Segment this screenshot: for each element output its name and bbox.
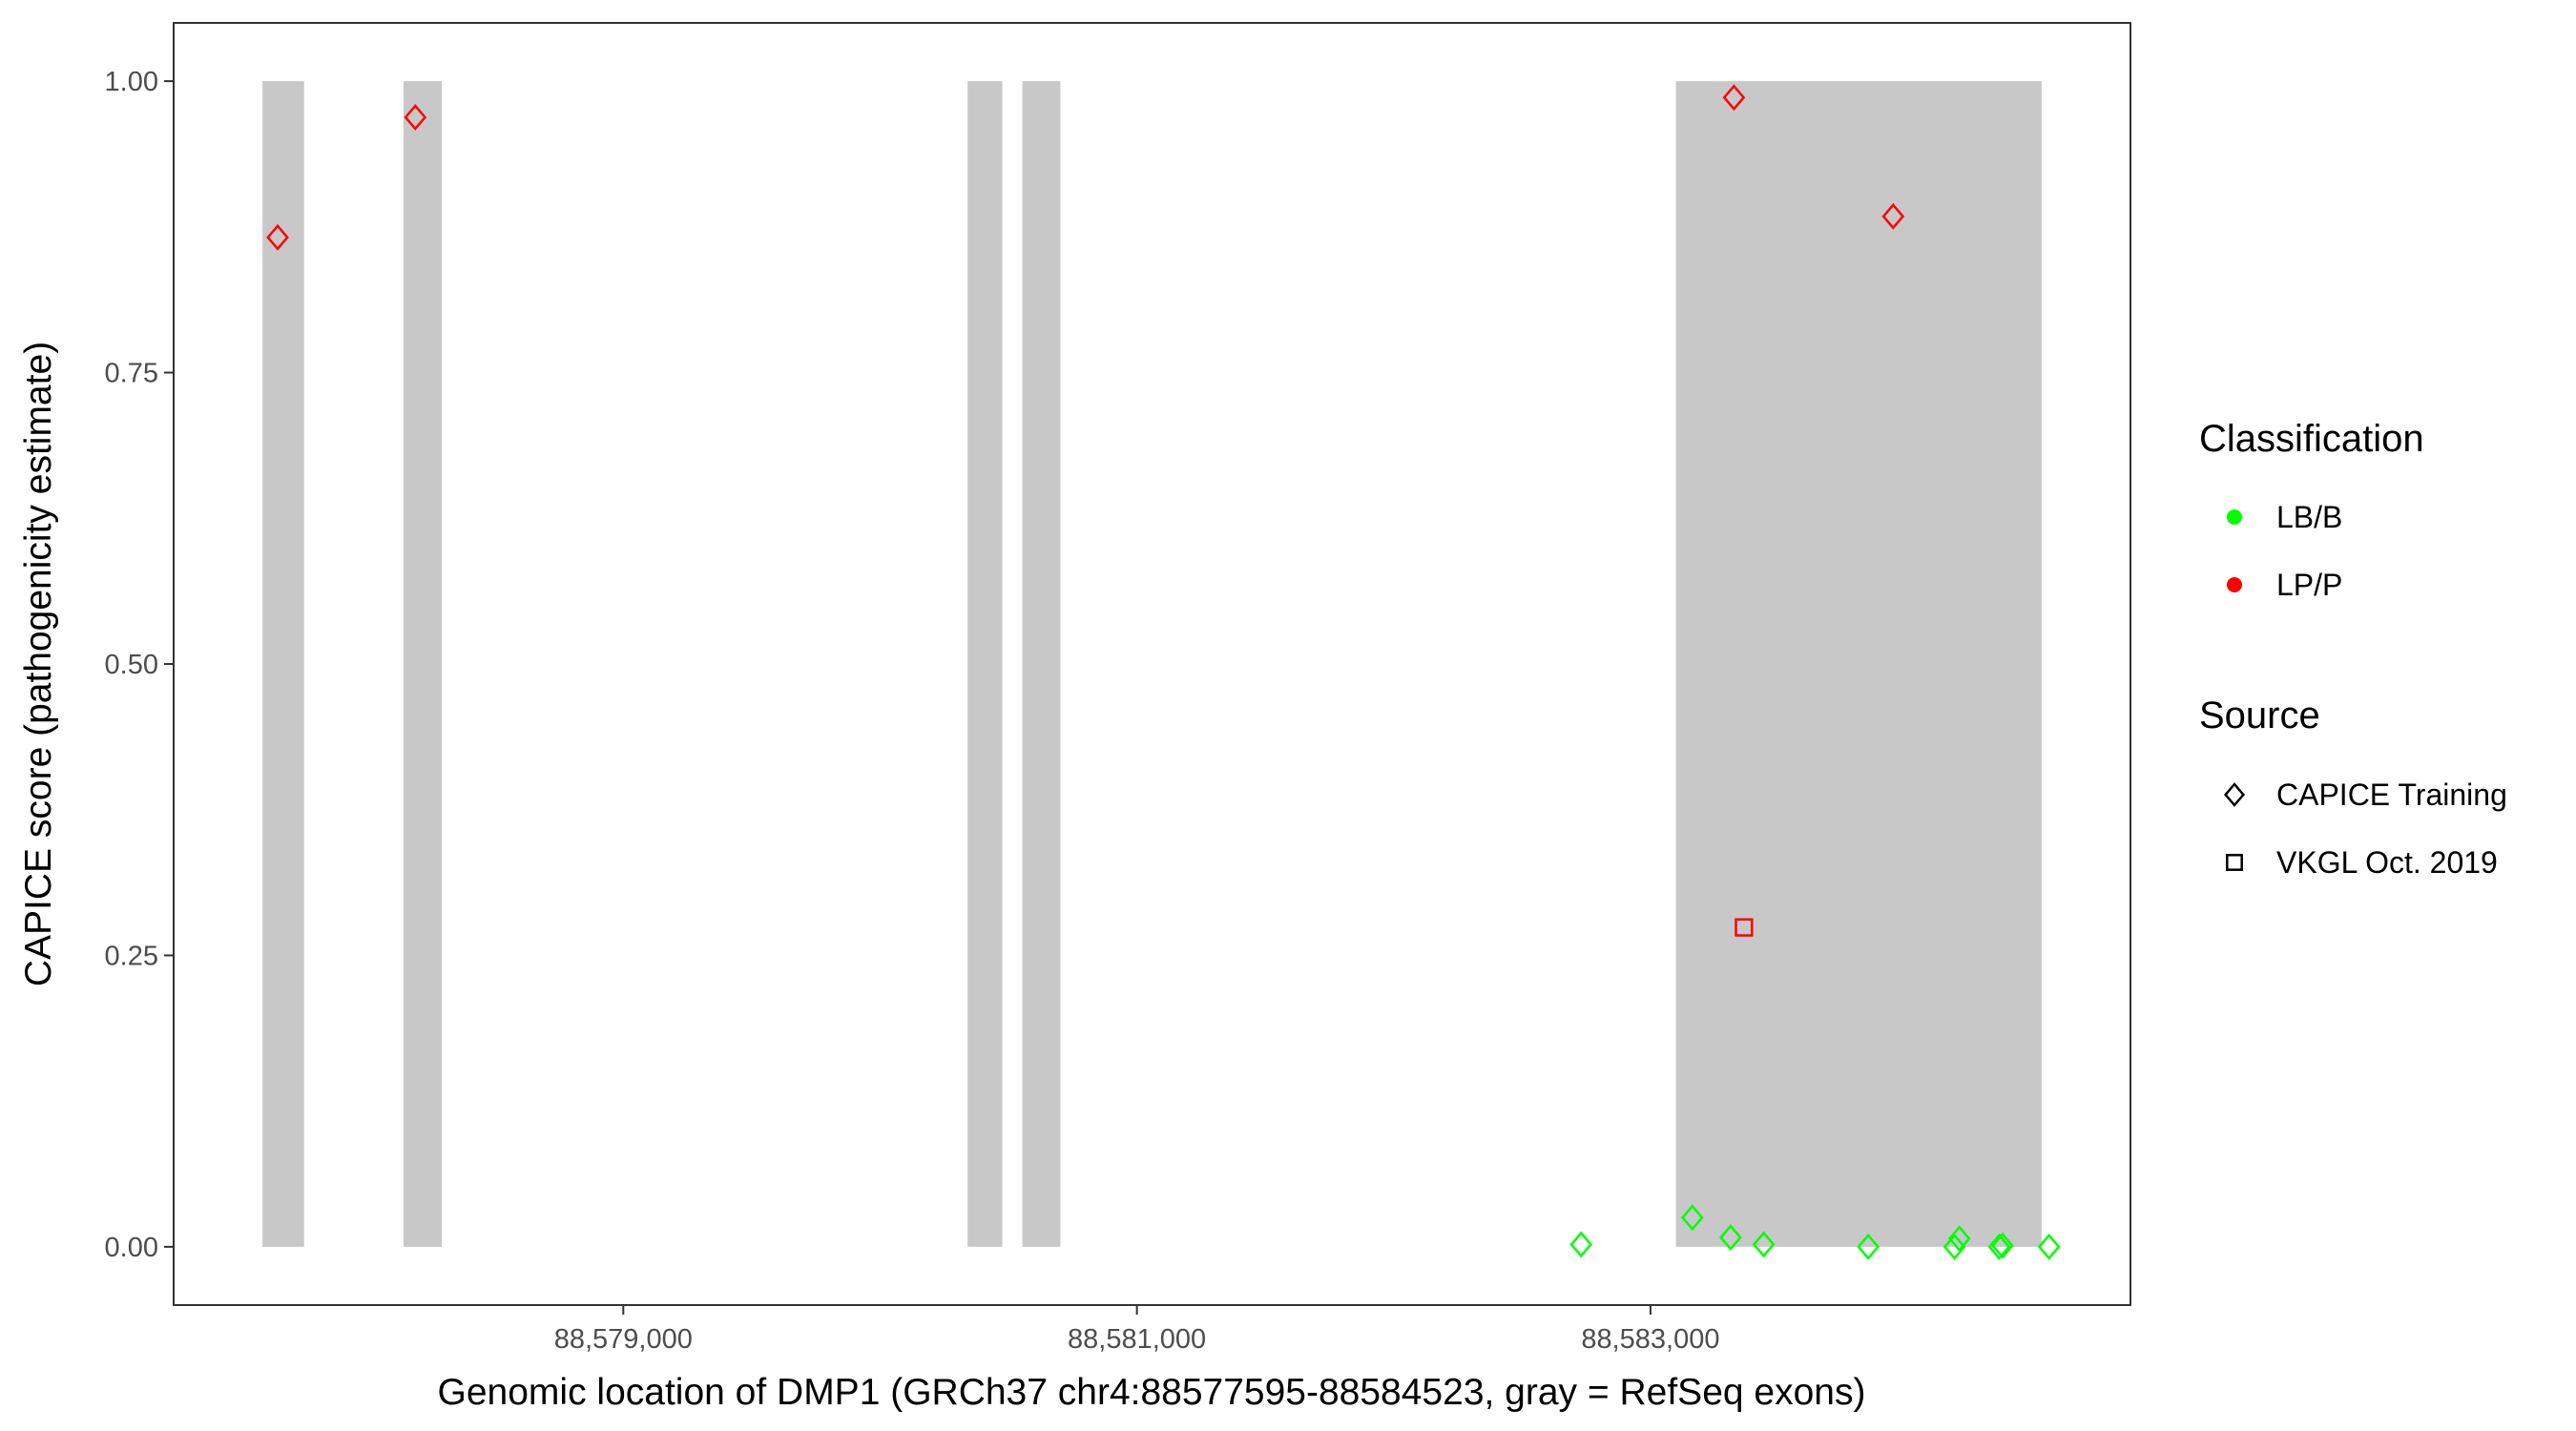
points-layer xyxy=(266,84,2061,1260)
exon-bar xyxy=(403,81,443,1247)
legend-entry-label: CAPICE Training xyxy=(2276,778,2507,812)
point-diamond xyxy=(1569,1231,1593,1258)
y-tick-label: 0.00 xyxy=(105,1233,158,1263)
y-axis-title: CAPICE score (pathogenicity estimate) xyxy=(18,342,59,986)
point-square xyxy=(2226,854,2243,871)
point-diamond xyxy=(1881,202,1905,230)
exon-layer xyxy=(262,81,2042,1247)
point-diamond xyxy=(1947,1225,1971,1253)
y-tick-label: 0.75 xyxy=(105,359,158,389)
point-diamond xyxy=(1752,1231,1776,1258)
x-axis-title: Genomic location of DMP1 (GRCh37 chr4:88… xyxy=(438,1372,1866,1413)
x-tick-label: 88,581,000 xyxy=(1068,1324,1206,1355)
point-diamond xyxy=(1942,1233,1966,1260)
legend-entry-label: VKGL Oct. 2019 xyxy=(2276,845,2498,880)
point-square xyxy=(1735,918,1754,937)
legend-entry-label: LP/P xyxy=(2276,568,2342,602)
point-diamond xyxy=(404,104,427,131)
point-diamond xyxy=(1722,84,1746,112)
exon-bar xyxy=(1675,81,2042,1247)
point-diamond xyxy=(1719,1224,1742,1252)
legend-entry-label: LB/B xyxy=(2276,500,2342,534)
exon-bar xyxy=(967,81,1003,1247)
point-diamond xyxy=(1680,1204,1704,1232)
y-tick-label: 1.00 xyxy=(105,67,158,97)
point-diamond xyxy=(1991,1232,2014,1259)
legend-key-dot xyxy=(2227,577,2242,592)
y-tick-label: 0.25 xyxy=(105,941,158,971)
y-axis: 0.00 0.25 0.50 0.75 1.00 xyxy=(105,67,174,1263)
point-diamond xyxy=(266,223,289,251)
exon-bar xyxy=(1022,81,1061,1247)
x-tick-label: 88,583,000 xyxy=(1581,1324,1719,1355)
point-diamond xyxy=(1857,1233,1880,1260)
x-tick-label: 88,579,000 xyxy=(554,1324,693,1355)
y-tick-label: 0.50 xyxy=(105,650,158,680)
legend: Classification LB/B LP/P Source CAPICE Train… xyxy=(2199,418,2507,880)
legend-key-dot xyxy=(2227,509,2242,525)
legend-title: Source xyxy=(2199,695,2320,736)
point-diamond xyxy=(2224,782,2245,807)
legend-title: Classification xyxy=(2199,418,2424,460)
x-axis: 88,579,000 88,581,000 88,583,000 xyxy=(554,1305,1720,1355)
point-diamond xyxy=(2037,1233,2061,1260)
exon-bar xyxy=(262,81,304,1247)
point-diamond xyxy=(1987,1233,2011,1260)
